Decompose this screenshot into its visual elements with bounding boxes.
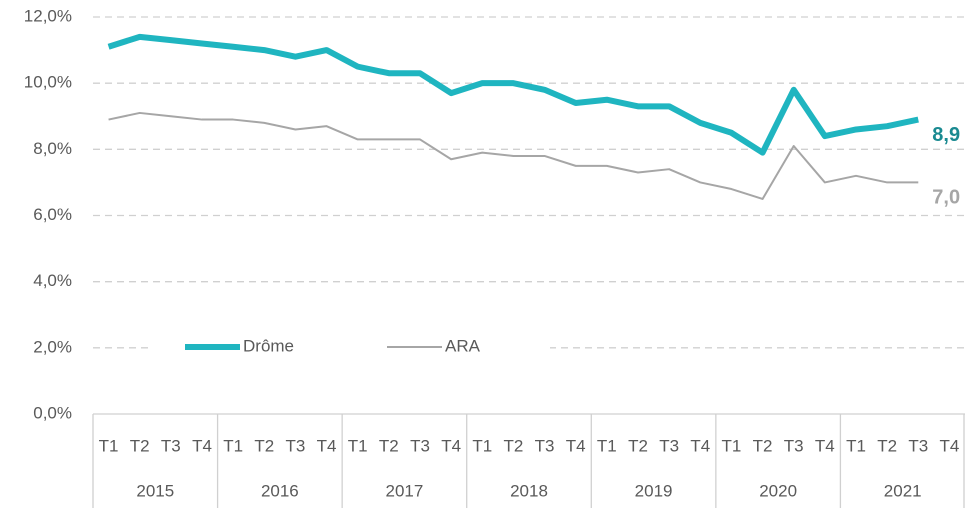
x-tick-label: T4	[815, 436, 835, 455]
x-tick-label: T3	[161, 436, 181, 455]
x-tick-label: T4	[566, 436, 586, 455]
x-tick-label: T4	[690, 436, 710, 455]
x-tick-label: T1	[472, 436, 492, 455]
legend-label: Drôme	[243, 336, 294, 355]
legend-label: ARA	[445, 336, 481, 355]
x-tick-label: T1	[597, 436, 617, 455]
x-tick-label: T4	[192, 436, 212, 455]
series-line	[108, 111, 919, 200]
x-tick-label: T3	[410, 436, 430, 455]
x-tick-label: T4	[441, 436, 461, 455]
y-tick-label: 10,0%	[24, 73, 72, 92]
x-tick-label: T2	[379, 436, 399, 455]
x-tick-label: T3	[784, 436, 804, 455]
x-tick-label: T3	[908, 436, 928, 455]
x-tick-label: T1	[846, 436, 866, 455]
x-tick-label: T3	[659, 436, 679, 455]
y-tick-label: 12,0%	[24, 6, 72, 25]
x-tick-label: T4	[317, 436, 337, 455]
x-tick-label: T1	[99, 436, 119, 455]
x-tick-label: T1	[223, 436, 243, 455]
y-tick-label: 2,0%	[33, 337, 72, 356]
y-tick-label: 4,0%	[33, 271, 72, 290]
x-tick-label: T3	[535, 436, 555, 455]
x-tick-label: T4	[940, 436, 960, 455]
x-group-label: 2016	[261, 481, 299, 500]
x-tick-label: T2	[753, 436, 773, 455]
x-tick-label: T2	[877, 436, 897, 455]
x-tick-label: T3	[286, 436, 306, 455]
x-group-label: 2020	[759, 481, 797, 500]
x-group-label: 2015	[136, 481, 174, 500]
x-group-label: 2021	[884, 481, 922, 500]
x-tick-label: T2	[254, 436, 274, 455]
y-tick-label: 8,0%	[33, 139, 72, 158]
series-line	[107, 33, 919, 156]
x-group-label: 2019	[635, 481, 673, 500]
x-group-label: 2017	[386, 481, 424, 500]
x-tick-label: T2	[504, 436, 524, 455]
x-tick-label: T1	[348, 436, 368, 455]
x-group-label: 2018	[510, 481, 548, 500]
data-label: 8,9	[932, 124, 960, 146]
y-tick-label: 0,0%	[33, 403, 72, 422]
x-tick-label: T2	[628, 436, 648, 455]
data-label: 7,0	[932, 187, 960, 209]
x-tick-label: T2	[130, 436, 150, 455]
x-tick-label: T1	[722, 436, 742, 455]
y-tick-label: 6,0%	[33, 205, 72, 224]
